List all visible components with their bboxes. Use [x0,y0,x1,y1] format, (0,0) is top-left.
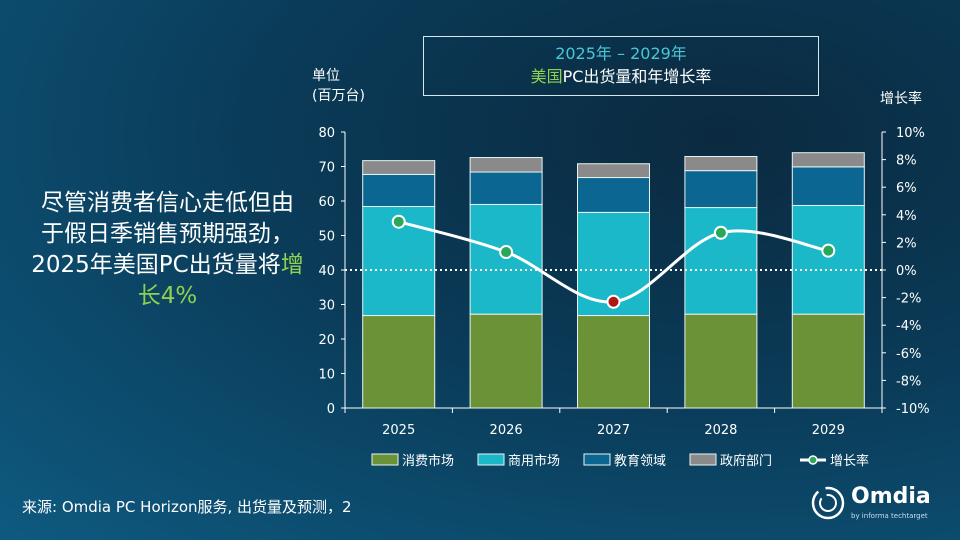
y-axis-label-line2: (百万台) [312,88,365,104]
legend-swatch-3 [689,453,717,466]
bar-2026-series-0 [469,313,543,409]
growth-point-2029 [821,243,836,258]
y2-tick-label: -4% [896,319,921,334]
bar-2028-series-0 [684,313,758,409]
y2-axis-label: 增长率 [880,91,922,107]
legend-swatch-0 [371,453,399,466]
y-axis-label-line1: 单位 [312,68,340,84]
bar-2029-series-2 [791,166,865,206]
y2-tick-label: 4% [896,209,917,224]
bar-2028-series-2 [684,170,758,209]
y-tick-label: 40 [318,264,335,279]
y2-tick-label: -6% [896,347,921,362]
bar-2025-series-0 [362,315,436,409]
bar-2027-series-2 [577,177,650,213]
bar-2027-series-3 [577,163,650,179]
omdia-logo-icon [811,486,845,519]
y2-tick-label: 10% [896,126,925,141]
chart-title-rest: PC出货量和年增长率 [562,67,712,86]
bar-2029-series-3 [791,152,865,168]
y2-tick-label: 8% [896,154,917,169]
bar-2026-series-2 [469,171,543,205]
x-tick-label: 2025 [382,423,415,438]
legend-swatch-2 [583,453,611,466]
chart-title-main: 美国PC出货量和年增长率 [424,67,818,87]
logo-tagline: by informa techtarget [851,512,928,520]
legend-line-marker [808,455,818,465]
y2-tick-label: 0% [896,264,917,279]
bar-2026-series-1 [469,203,543,315]
growth-point-2025 [391,214,406,229]
y2-tick-label: 2% [896,236,917,251]
headline-highlight: 增长4% [137,252,304,309]
y2-tick-label: 6% [896,181,917,196]
y-tick-label: 20 [318,333,335,348]
y-tick-label: 80 [318,126,335,141]
growth-point-2027 [606,294,621,309]
x-tick-label: 2026 [490,423,523,438]
chart-title-highlight: 美国 [530,67,563,86]
y-tick-label: 30 [318,299,335,314]
bar-2025-series-3 [362,160,436,175]
legend-label-growth: 增长率 [830,453,869,469]
x-tick-label: 2029 [812,423,845,438]
chart-title-box: 2025年 – 2029年 美国PC出货量和年增长率 [423,36,819,96]
y2-tick-label: -8% [896,374,921,389]
y-tick-label: 0 [327,402,335,417]
bar-2029-series-0 [791,313,865,409]
legend-label-0: 消费市场 [402,453,454,469]
y-axis-label: 单位 (百万台) [312,66,365,106]
bar-2027-series-0 [577,315,650,409]
legend-label-1: 商用市场 [508,453,560,469]
growth-point-2028 [713,225,728,240]
omdia-logo: Omdia by informa techtarget [810,484,931,521]
y-tick-label: 10 [318,368,335,383]
y-tick-label: 50 [318,230,335,245]
chart-title-years: 2025年 – 2029年 [555,44,687,63]
legend-swatch-1 [477,453,505,466]
bar-2028-series-3 [684,155,758,172]
growth-point-2026 [499,245,514,260]
x-tick-label: 2028 [704,423,737,438]
bar-2029-series-1 [791,204,865,315]
legend-label-2: 教育领域 [614,453,666,469]
y-tick-label: 70 [318,161,335,176]
source-footnote: 来源: Omdia PC Horizon服务, 出货量及预测，2 [22,498,352,516]
logo-wordmark: Omdia [851,484,931,509]
y-tick-label: 60 [318,195,335,210]
x-tick-label: 2027 [597,423,630,438]
legend-label-3: 政府部门 [720,454,772,469]
headline: 尽管消费者信心走低但由于假日季销售预期强劲， 2025年美国PC出货量将增长4% [30,188,305,312]
bar-2026-series-3 [469,157,543,173]
bar-2028-series-1 [684,207,758,315]
y2-tick-label: -2% [896,292,921,307]
y2-tick-label: -10% [896,402,930,417]
headline-text: 尽管消费者信心走低但由于假日季销售预期强劲， 2025年美国PC出货量将 [31,190,294,278]
bar-2025-series-2 [362,173,436,208]
